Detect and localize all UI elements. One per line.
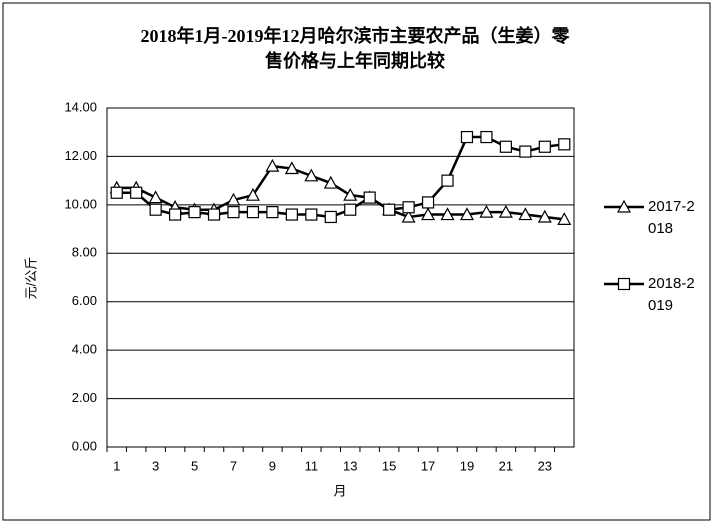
x-tick-label: 7 [230,458,237,473]
y-tick-label: 4.00 [72,342,97,357]
marker [130,186,143,199]
marker [441,174,454,187]
marker [480,130,493,144]
marker [537,209,552,223]
chart-title: 售价格与上年同期比较 [265,50,445,71]
marker [479,204,494,218]
x-tick-label: 15 [382,458,396,473]
marker [265,158,280,172]
marker [538,140,551,153]
marker [440,207,455,221]
chart-title: 2018年1月-2019年12月哈尔滨市主要农产品（生姜）零 [141,25,571,46]
marker [305,208,318,221]
marker [518,207,533,221]
marker [246,206,260,219]
y-tick-label: 6.00 [72,293,97,308]
x-tick-label: 21 [499,458,513,473]
x-tick-label: 3 [152,458,159,473]
frame [2,2,711,521]
y-tick-label: 8.00 [72,245,97,260]
marker [459,207,474,221]
marker [421,196,435,209]
marker [343,187,358,201]
marker [284,161,299,175]
marker [188,206,201,219]
x-tick-label: 17 [421,458,435,473]
series-line [116,164,565,221]
y-tick-label: 2.00 [72,390,97,405]
marker [383,203,396,216]
marker [617,277,631,291]
plot-area [106,107,575,448]
marker [304,168,319,182]
x-tick-label: 1 [113,458,120,473]
marker [207,208,221,221]
marker [169,208,182,221]
marker [323,175,338,189]
x-tick-label: 11 [305,458,319,473]
y-tick-label: 0.00 [72,438,97,453]
legend-label: 2018-2019 [648,275,695,314]
y-axis-label: 元/公斤 [23,257,38,300]
marker [499,140,512,153]
marker [226,192,241,206]
marker [558,138,571,151]
x-tick-label: 19 [460,458,474,473]
marker [421,207,436,221]
marker [227,206,240,219]
y-tick-label: 14.00 [64,99,97,114]
marker [363,191,376,204]
x-tick-label: 13 [343,458,357,473]
marker [616,199,632,213]
marker [344,203,357,216]
marker [266,206,279,219]
marker [285,208,298,221]
marker [402,201,415,214]
x-axis-label: 月 [333,483,346,498]
marker [148,190,163,204]
marker [519,145,532,158]
marker [557,212,572,225]
marker [460,130,474,144]
marker [245,187,260,201]
x-tick-label: 5 [191,458,198,473]
y-tick-label: 12.00 [64,148,97,163]
marker [110,186,123,199]
marker [324,210,337,224]
marker [498,204,513,218]
marker [149,203,162,216]
x-tick-label: 9 [269,458,276,473]
legend-label: 2017-2018 [648,198,695,237]
marker [401,209,416,223]
y-tick-label: 10.00 [64,196,97,211]
x-tick-label: 23 [538,458,552,473]
